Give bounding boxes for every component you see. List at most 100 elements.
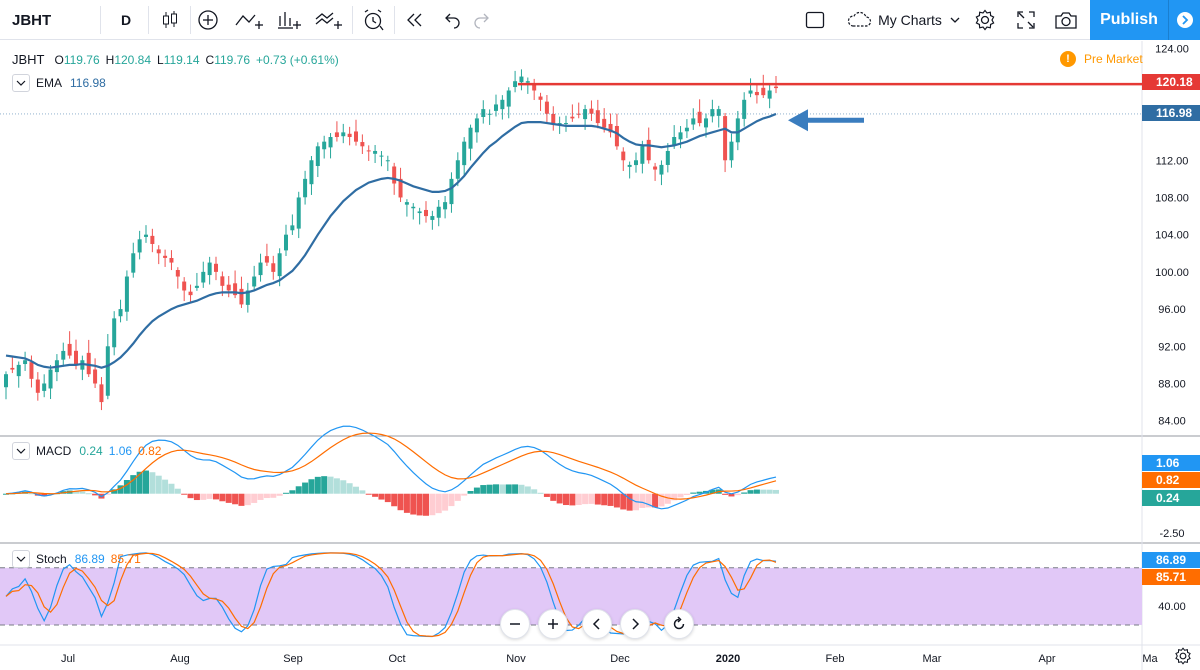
undo-icon[interactable] <box>438 0 466 40</box>
macd-histogram-bar <box>734 493 741 496</box>
macd-histogram-tag: 0.24 <box>1142 490 1200 506</box>
pre-market-label: Pre Market <box>1084 52 1143 66</box>
candle-body <box>74 350 78 365</box>
macd-histogram-bar <box>493 484 499 494</box>
candle-body <box>474 118 479 133</box>
candle-body <box>602 118 607 128</box>
macd-histogram-bar <box>238 493 245 506</box>
scroll-left-button[interactable] <box>582 609 612 639</box>
scroll-right-button[interactable] <box>620 609 650 639</box>
macd-histogram-bar <box>747 490 754 494</box>
chart-settings-gear-icon[interactable] <box>1172 645 1194 667</box>
indicators-icon[interactable] <box>312 0 346 40</box>
candle-body <box>684 127 689 132</box>
macd-histogram-bar <box>174 488 181 494</box>
candle-body <box>564 123 568 125</box>
candle-body <box>131 253 136 273</box>
macd-histogram-bar <box>136 471 143 494</box>
candle-body <box>449 178 454 205</box>
stoch-d-value: 85.71 <box>110 552 141 566</box>
candle-body <box>767 90 772 99</box>
candle-body <box>576 113 581 115</box>
candles-icon[interactable] <box>156 0 184 40</box>
snapshot-icon[interactable] <box>1050 0 1082 40</box>
macd-histogram-bar <box>550 493 557 501</box>
candle-body <box>538 96 543 100</box>
collapse-toggle[interactable] <box>12 550 30 568</box>
price-chart-canvas[interactable]: 124.00 120.18 116.98 112.00 108.00 104.00 100.… <box>0 41 1200 670</box>
toolbar-divider <box>148 6 149 34</box>
candle-body <box>99 384 104 403</box>
macd-histogram-bar <box>321 476 328 494</box>
settings-icon[interactable] <box>970 0 1000 40</box>
layout-icon[interactable] <box>800 0 830 40</box>
candle-body <box>328 137 333 148</box>
candle-body <box>385 160 390 162</box>
candle-body <box>284 234 288 251</box>
interval-button[interactable]: D <box>120 12 132 28</box>
macd-histogram-bar <box>454 493 461 501</box>
toolbar-divider <box>394 6 395 34</box>
macd-histogram-bar <box>722 493 729 495</box>
collapse-toggle[interactable] <box>12 442 30 460</box>
macd-histogram-bar <box>123 480 130 494</box>
fullscreen-icon[interactable] <box>1012 0 1040 40</box>
reset-chart-button[interactable] <box>664 609 694 639</box>
macd-legend[interactable]: MACD 0.24 1.06 0.82 <box>12 442 161 460</box>
macd-histogram-bar <box>283 492 289 494</box>
symbol-search-button[interactable]: JBHT <box>12 11 52 29</box>
stoch-name: Stoch <box>36 552 67 566</box>
legend-open-key: O <box>54 52 64 67</box>
macd-histogram-bar <box>423 493 429 516</box>
macd-histogram-bar <box>410 493 417 515</box>
candle-body <box>754 91 759 96</box>
candle-body <box>589 108 594 114</box>
publish-button[interactable]: Publish <box>1090 0 1168 40</box>
candle-body <box>544 101 549 114</box>
price-tick-label: 100.00 <box>1155 267 1189 279</box>
macd-line <box>5 425 777 510</box>
redo-icon[interactable] <box>468 0 496 40</box>
ema-value: 116.98 <box>70 76 106 90</box>
macd-signal-line <box>5 432 777 500</box>
macd-histogram-bar <box>499 484 506 494</box>
candle-body <box>188 291 193 296</box>
zoom-out-button[interactable] <box>500 609 530 639</box>
candle-body <box>4 374 8 388</box>
replay-icon[interactable] <box>400 0 428 40</box>
my-charts-button[interactable]: My Charts <box>838 0 968 40</box>
stoch-legend[interactable]: Stoch 86.89 85.71 <box>12 550 141 568</box>
compare-icon[interactable] <box>232 0 266 40</box>
macd-histogram-bar <box>442 493 449 511</box>
pre-market-badge[interactable]: ! Pre Market <box>1060 51 1143 67</box>
candle-body <box>42 383 47 391</box>
macd-axis-ticks: -2.50 <box>1159 528 1184 540</box>
zoom-in-button[interactable] <box>538 609 568 639</box>
legend-open-value: 119.76 <box>63 52 100 67</box>
legend-change: +0.73 (+0.61%) <box>256 52 339 67</box>
price-tick-label: 112.00 <box>1156 155 1189 167</box>
candle-body <box>360 142 365 147</box>
time-tick-label: Feb <box>826 653 845 665</box>
collapse-toggle[interactable] <box>12 74 30 92</box>
macd-histogram-bar <box>187 493 194 499</box>
candle-body <box>239 288 244 305</box>
macd-histogram-bar <box>92 493 99 496</box>
macd-line-tag: 1.06 <box>1142 455 1200 471</box>
macd-histogram-bar <box>448 493 455 507</box>
publish-menu-button[interactable] <box>1168 0 1200 40</box>
ema-legend[interactable]: EMA 116.98 <box>12 74 106 92</box>
alert-icon[interactable] <box>358 0 388 40</box>
chart-area[interactable]: 124.00 120.18 116.98 112.00 108.00 104.00 100.… <box>0 41 1200 670</box>
price-axis-ticks: 124.00120.18116.98112.00108.00104.00100.… <box>1155 44 1189 428</box>
macd-histogram-bar <box>626 493 633 511</box>
plus-icon <box>548 619 558 629</box>
bar-style-icon[interactable] <box>274 0 304 40</box>
price-tick-label: 88.00 <box>1158 378 1186 390</box>
legend-symbol: JBHT <box>12 52 45 67</box>
add-indicator-icon[interactable] <box>194 0 222 40</box>
candle-body <box>379 155 384 157</box>
candle-body <box>214 263 218 272</box>
macd-histogram-bar <box>671 493 678 501</box>
candle-body <box>424 209 428 217</box>
